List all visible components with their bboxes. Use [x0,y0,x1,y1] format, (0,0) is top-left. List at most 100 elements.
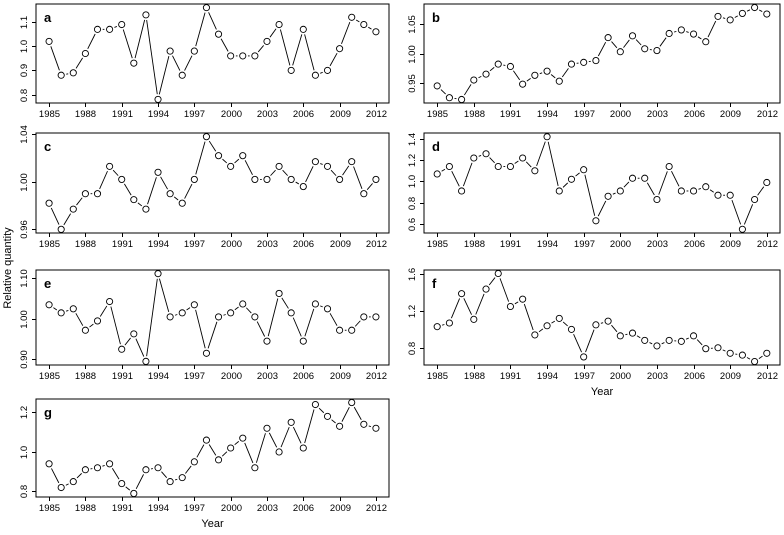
series-line [441,141,765,225]
y-axis: 0.8 0.9 1.0 1.1 [19,16,36,102]
data-point-marker [106,162,114,170]
y-tick-label: 1.0 [407,175,418,188]
series-segment [147,177,157,205]
data-point-marker [118,480,126,488]
x-tick-label: 2006 [293,503,314,514]
x-axis: 1985 1988 1991 1994 1997 2000 2003 2006 2009 2012 [427,365,778,382]
x-tick-label: 1991 [112,503,133,514]
data-point-marker [202,133,210,141]
y-tick-label: 0.96 [19,220,30,239]
series-segment [208,444,217,456]
data-point-marker [531,167,539,175]
series-segment [463,298,472,315]
x-tick-label: 1991 [500,239,521,250]
plot-box [423,132,781,234]
plot-box [35,398,390,498]
series-segment [269,28,277,38]
series-segment [137,202,143,207]
data-point-marker [251,52,259,60]
data-point-marker [751,195,759,204]
series-segment [222,158,228,164]
x-tick-label: 1994 [537,109,558,120]
series-segment [368,425,372,428]
data-point-marker [251,464,259,472]
data-point-marker [239,52,247,60]
series-segment [600,322,604,324]
data-point-marker [433,323,441,331]
series-segment [158,56,170,95]
y-axis: 0.90 1.00 1.10 [19,269,36,369]
x-tick-label: 2012 [366,239,387,250]
x-tick-label: 1988 [75,503,96,514]
x-axis: 1985 1988 1991 1994 1997 2000 2003 2006 2009 2012 [39,103,387,120]
x-axis: 1985 1988 1991 1994 1997 2000 2003 2006 2009 2012 [39,365,387,382]
panel-letter-a: a [44,10,52,25]
series-segment [611,41,618,49]
panel-b: 1985 1988 1991 1994 1997 2000 2003 2006 2009 2012… [407,3,781,120]
x-tick-label: 1985 [427,109,448,120]
data-point-marker [69,69,77,77]
x-axis: 1985 1988 1991 1994 1997 2000 2003 2006 2009 2012 [39,233,387,250]
y-tick-label: 1.04 [19,125,30,144]
panel-c: 1985 1988 1991 1994 1997 2000 2003 2006 2009 2012… [19,125,390,250]
series-segment [329,52,338,67]
series-segment [758,355,763,359]
data-point-marker [263,175,271,183]
series-segment [234,158,240,164]
data-point-marker [263,337,271,345]
data-point-marker [251,175,259,183]
x-tick-label: 1988 [75,239,96,250]
series-segment [489,157,495,164]
y-tick-label: 1.00 [407,45,418,64]
data-point-marker [118,175,126,183]
data-point-marker [690,332,698,340]
x-tick-label: 1988 [464,109,485,120]
data-point-marker [506,62,514,71]
data-point-marker [702,345,710,353]
y-tick-label: 0.8 [19,89,30,102]
x-tick-label: 1991 [112,109,133,120]
data-point-marker [178,474,186,482]
data-point-marker [106,25,114,33]
plot-box [423,3,781,104]
series-segment [172,55,181,71]
data-point-marker [57,483,65,492]
y-tick-label: 1.2 [19,406,30,419]
data-point-marker [616,48,624,56]
data-point-marker [45,460,53,468]
series-segment [123,183,132,196]
x-tick-label: 2000 [221,371,242,382]
x-tick-label: 2003 [647,371,668,382]
series-segment [270,169,276,176]
data-point-marker [458,95,466,104]
data-point-marker [763,10,771,18]
plot-box [35,132,390,234]
data-point-marker [360,20,368,29]
series-segment [292,34,303,66]
series-segment [686,31,689,33]
data-point-marker [142,357,150,365]
data-point-marker [190,301,198,309]
series-segment [256,321,266,337]
series-segment [280,426,290,448]
series-segment [135,474,144,490]
data-point-marker [567,325,576,333]
series-segment [743,204,754,225]
series-segment [75,313,84,326]
x-tick-label: 1997 [184,239,205,250]
series-segment [63,213,71,226]
data-point-marker [555,314,563,322]
series-segment [649,342,653,345]
x-tick-label: 2012 [366,109,387,120]
data-point-marker [360,190,368,198]
y-axis-title: Relative quantity [2,227,14,309]
data-point-marker [311,71,319,79]
series-segment [158,278,170,313]
data-point-marker [275,289,283,297]
series-segment [124,337,131,346]
data-point-marker [458,187,466,195]
data-point-marker [299,183,307,191]
data-point-marker [106,460,114,468]
y-tick-label: 0.90 [19,350,30,369]
